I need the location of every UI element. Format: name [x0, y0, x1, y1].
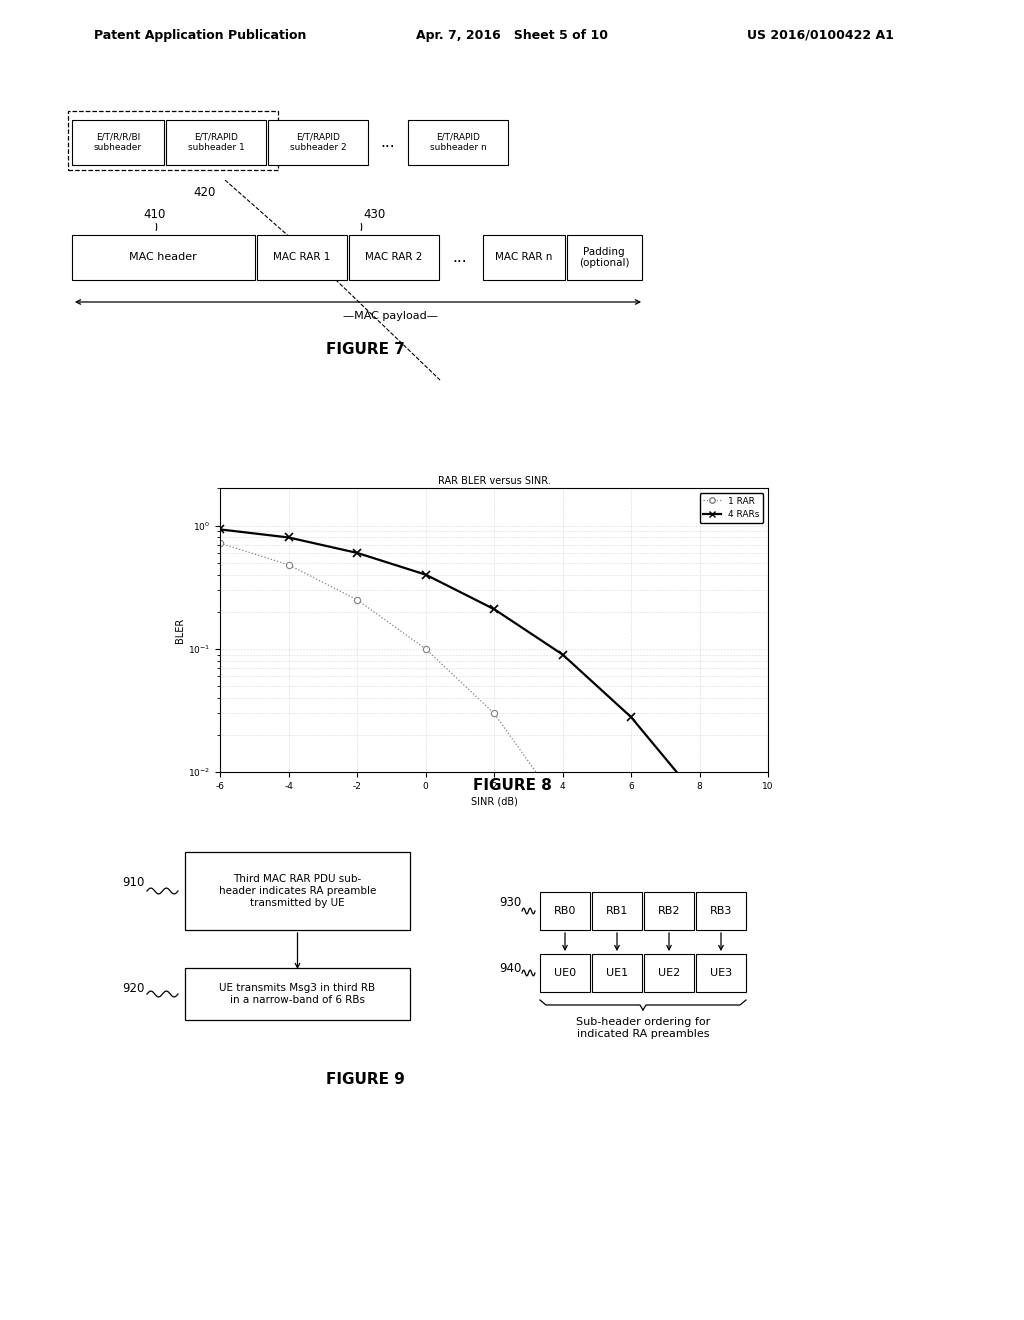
- Y-axis label: BLER: BLER: [175, 618, 185, 643]
- Text: FIGURE 8: FIGURE 8: [472, 777, 552, 792]
- Text: MAC RAR 1: MAC RAR 1: [273, 252, 331, 263]
- Text: RB1: RB1: [606, 906, 628, 916]
- Text: MAC header: MAC header: [129, 252, 197, 263]
- Bar: [72, 120, 164, 165]
- Text: Sub-header ordering for
indicated RA preambles: Sub-header ordering for indicated RA pre…: [575, 1018, 710, 1039]
- Bar: [540, 954, 590, 993]
- Bar: [185, 968, 410, 1020]
- Text: 920: 920: [122, 982, 144, 995]
- Title: RAR BLER versus SINR.: RAR BLER versus SINR.: [437, 477, 551, 486]
- Text: MAC RAR n: MAC RAR n: [496, 252, 553, 263]
- Text: 910: 910: [122, 876, 144, 890]
- Text: E/T/RAPID
subheader 2: E/T/RAPID subheader 2: [290, 133, 346, 152]
- Bar: [257, 235, 347, 280]
- Bar: [644, 892, 694, 931]
- Text: RB0: RB0: [554, 906, 577, 916]
- Text: RB3: RB3: [710, 906, 732, 916]
- Bar: [644, 954, 694, 993]
- Legend: 1 RAR, 4 RARs: 1 RAR, 4 RARs: [699, 492, 764, 523]
- Text: 930: 930: [499, 896, 521, 909]
- Text: E/T/RAPID
subheader n: E/T/RAPID subheader n: [430, 133, 486, 152]
- Text: UE3: UE3: [710, 968, 732, 978]
- Bar: [408, 120, 508, 165]
- Text: RB2: RB2: [657, 906, 680, 916]
- Text: UE transmits Msg3 in third RB
in a narrow-band of 6 RBs: UE transmits Msg3 in third RB in a narro…: [219, 983, 376, 1005]
- Text: ...: ...: [381, 135, 395, 150]
- Text: FIGURE 7: FIGURE 7: [326, 342, 404, 358]
- Text: Third MAC RAR PDU sub-
header indicates RA preamble
transmitted by UE: Third MAC RAR PDU sub- header indicates …: [219, 874, 376, 908]
- Text: MAC RAR 2: MAC RAR 2: [366, 252, 423, 263]
- Bar: [349, 235, 439, 280]
- X-axis label: SINR (dB): SINR (dB): [471, 796, 517, 807]
- Text: 940: 940: [499, 961, 521, 974]
- Text: UE1: UE1: [606, 968, 628, 978]
- Text: E/T/RAPID
subheader 1: E/T/RAPID subheader 1: [187, 133, 245, 152]
- Text: FIGURE 9: FIGURE 9: [326, 1072, 404, 1088]
- Bar: [567, 235, 642, 280]
- Bar: [72, 235, 255, 280]
- Text: ...: ...: [453, 249, 467, 265]
- Bar: [185, 851, 410, 931]
- Text: US 2016/0100422 A1: US 2016/0100422 A1: [746, 29, 893, 41]
- Bar: [483, 235, 565, 280]
- Text: UE2: UE2: [657, 968, 680, 978]
- Text: Padding
(optional): Padding (optional): [579, 247, 630, 268]
- Bar: [696, 954, 746, 993]
- Text: E/T/R/R/BI
subheader: E/T/R/R/BI subheader: [94, 133, 142, 152]
- Bar: [68, 111, 278, 170]
- Text: Apr. 7, 2016   Sheet 5 of 10: Apr. 7, 2016 Sheet 5 of 10: [416, 29, 608, 41]
- Bar: [166, 120, 266, 165]
- Bar: [268, 120, 368, 165]
- Text: 410: 410: [143, 209, 166, 222]
- Text: —MAC payload—: —MAC payload—: [343, 312, 437, 321]
- Text: Patent Application Publication: Patent Application Publication: [94, 29, 306, 41]
- Bar: [592, 892, 642, 931]
- Text: UE0: UE0: [554, 968, 577, 978]
- Bar: [540, 892, 590, 931]
- Bar: [592, 954, 642, 993]
- Text: 420: 420: [194, 186, 216, 199]
- Text: 430: 430: [364, 209, 386, 222]
- Bar: [696, 892, 746, 931]
